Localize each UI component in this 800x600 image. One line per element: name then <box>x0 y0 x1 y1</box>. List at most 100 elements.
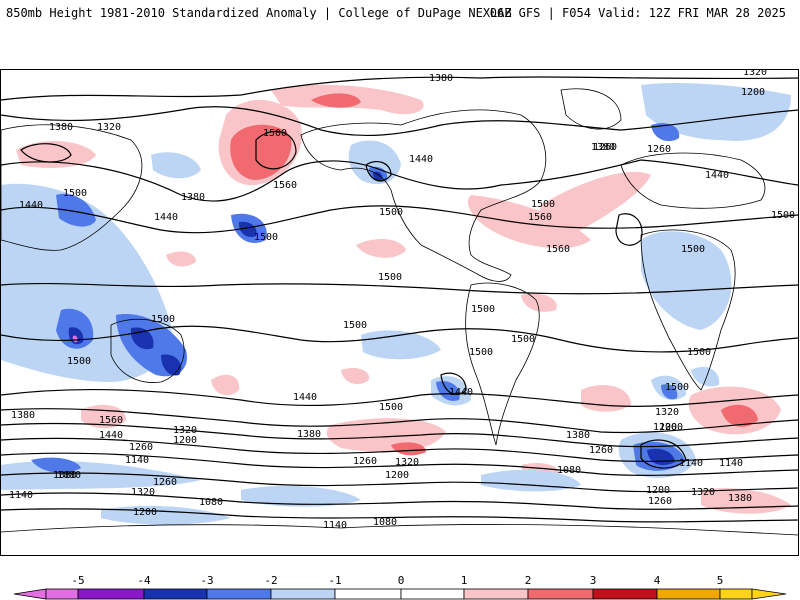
anomaly-pos1 <box>166 251 196 267</box>
contour-label: 1500 <box>151 314 175 325</box>
contour-label: 1440 <box>409 154 433 165</box>
anomaly-pos1 <box>16 140 96 168</box>
contour-label: 1080 <box>557 465 581 476</box>
contour-label: 1320 <box>655 407 679 418</box>
colorbar-tick-label: 2 <box>525 574 532 587</box>
colorbar-left-arrow <box>13 588 47 600</box>
colorbar-seg <box>656 588 721 600</box>
contour-label: 1260 <box>353 456 377 467</box>
map-panel[interactable]: 1380 1320 1200 1500 1560 1440 1260 1140 … <box>0 69 799 556</box>
anomaly-neg1 <box>348 140 401 185</box>
contour-label: 1200 <box>646 485 670 496</box>
contour-line <box>640 439 687 469</box>
anomaly-neg3 <box>161 354 182 376</box>
contour-label: 1380 <box>591 142 615 153</box>
contour-line <box>1 205 798 234</box>
contour-label: 1560 <box>528 212 552 223</box>
coastline-asia <box>1 124 143 251</box>
contour-line <box>1 408 798 434</box>
contour-line <box>1 422 798 448</box>
contour-label: 1200 <box>741 87 765 98</box>
coastline-north-america <box>300 109 547 282</box>
colorbar-tick-label: -1 <box>328 574 341 587</box>
anomaly-pos1 <box>540 171 651 236</box>
contour-label: 1080 <box>53 470 77 481</box>
contour-label: 1200 <box>653 422 677 433</box>
contour-label: 1440 <box>449 387 473 398</box>
anomaly-pos1 <box>521 293 557 312</box>
contour-label: 1200 <box>173 435 197 446</box>
anomaly-neg1 <box>31 457 81 473</box>
contour-label: 1500 <box>469 347 493 358</box>
colorbar: -5 -4 -3 -2 -1 0 1 2 3 4 5 <box>0 574 800 600</box>
contour-label: 1140 <box>9 490 33 501</box>
colorbar-right-arrow <box>751 588 787 600</box>
map-title: 850mb Height 1981-2010 Standardized Anom… <box>6 6 512 20</box>
anomaly-neg1 <box>641 83 791 141</box>
contour-label: 1440 <box>99 430 123 441</box>
contour-label: 1440 <box>705 170 729 181</box>
colorbar-segments <box>13 588 787 600</box>
contour-label: 1200 <box>133 507 157 518</box>
anomaly-neg1 <box>481 469 581 492</box>
contour-label: 1500 <box>379 402 403 413</box>
colorbar-seg <box>400 588 465 600</box>
anomaly-neg3 <box>372 171 383 181</box>
contour-label: 1320 <box>97 122 121 133</box>
contour-line <box>20 143 72 163</box>
contour-label: 1380 <box>181 192 205 203</box>
contour-label: 1500 <box>63 188 87 199</box>
contour-label: 1440 <box>293 392 317 403</box>
contour-label: 1440 <box>19 200 43 211</box>
coastline-europe <box>620 152 766 209</box>
colorbar-tick-label: 0 <box>398 574 405 587</box>
contour-label: 1380 <box>728 493 752 504</box>
contour-label: 1500 <box>378 272 402 283</box>
contour-label: 1200 <box>385 470 409 481</box>
colorbar-tick-label: -5 <box>71 574 84 587</box>
contour-label: 1260 <box>589 445 613 456</box>
contour-label: 1500 <box>343 320 367 331</box>
anomaly-neg1 <box>151 152 201 179</box>
anomaly-neg1 <box>691 366 720 387</box>
contour-label: 1380 <box>49 122 73 133</box>
coastline-greenland <box>560 88 622 130</box>
anomaly-pos2 <box>391 442 426 456</box>
coastline-africa <box>640 229 736 391</box>
contour-line <box>1 325 798 353</box>
contour-line <box>1 508 798 523</box>
anomaly-neg2 <box>661 384 678 400</box>
contour-line <box>1 76 798 101</box>
contour-label: 1440 <box>154 212 178 223</box>
height-contours <box>1 76 798 523</box>
contour-label: 1260 <box>593 142 617 153</box>
anomaly-neg1 <box>241 485 361 507</box>
contour-label: 1320 <box>173 425 197 436</box>
contour-label: 1500 <box>471 304 495 315</box>
anomaly-pos1 <box>341 368 370 385</box>
contour-label: 1080 <box>57 470 81 481</box>
coastline-australia <box>110 318 185 383</box>
colorbar-tick-label: 5 <box>717 574 724 587</box>
contour-line <box>1 282 798 295</box>
contour-label: 1500 <box>263 128 287 139</box>
colorbar-tick-label: 1 <box>461 574 468 587</box>
contour-label: 1140 <box>323 520 347 531</box>
colorbar-tick-label: -4 <box>137 574 151 587</box>
coastlines <box>1 88 798 536</box>
colorbar-seg <box>592 588 658 600</box>
colorbar-seg <box>45 588 79 600</box>
anomaly-pos1 <box>356 238 406 258</box>
positive-anomalies <box>16 84 791 514</box>
anomaly-neg3 <box>238 221 257 238</box>
contour-label: 1500 <box>665 382 689 393</box>
colorbar-svg: -5 -4 -3 -2 -1 0 1 2 3 4 5 <box>13 574 787 600</box>
contour-label: 1380 <box>566 430 590 441</box>
contour-label: 1500 <box>687 347 711 358</box>
coastline-antarctica <box>1 523 798 536</box>
contour-label: 1500 <box>511 334 535 345</box>
contour-line <box>1 388 798 407</box>
contour-label: 1320 <box>395 457 419 468</box>
contour-label: 1140 <box>679 458 703 469</box>
contour-label: 1200 <box>659 422 683 433</box>
